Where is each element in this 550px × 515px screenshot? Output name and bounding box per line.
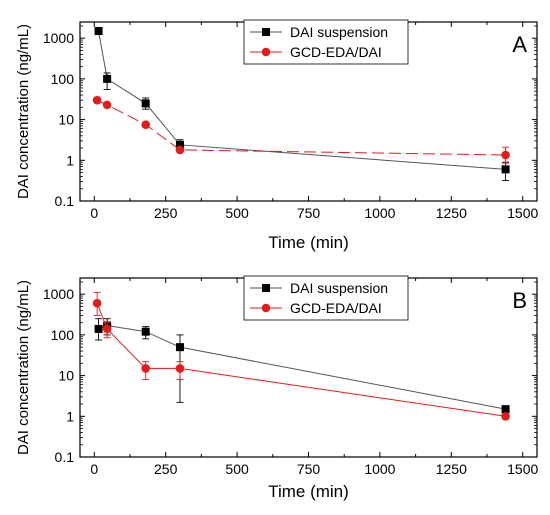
y-axis-title: DAI concentration (ng/mL)	[15, 24, 32, 199]
x-tick-label: 1250	[436, 205, 467, 221]
legend-box	[243, 275, 409, 321]
data-point	[102, 100, 112, 110]
data-point	[501, 411, 510, 421]
x-tick-label: 1250	[436, 461, 467, 477]
y-tick-label: 10	[58, 112, 74, 128]
panel-label: B	[512, 288, 527, 313]
y-tick-label: 1	[66, 408, 74, 424]
x-tick-label: 750	[297, 205, 321, 221]
data-point	[501, 165, 510, 174]
y-axis-title: DAI concentration (ng/mL)	[15, 280, 32, 455]
legend-marker	[262, 28, 270, 36]
data-point	[141, 120, 150, 129]
data-point	[141, 364, 150, 373]
data-point	[501, 405, 510, 414]
data-point	[501, 150, 510, 160]
x-tick-label: 1000	[364, 461, 395, 477]
data-point	[141, 99, 150, 108]
data-point	[102, 324, 112, 334]
legend-marker	[261, 47, 271, 57]
x-tick-label: 1000	[364, 205, 395, 221]
legend: DAI suspension GCD-EDA/DAI	[243, 19, 409, 65]
y-tick-label: 1000	[43, 30, 74, 46]
data-point	[175, 343, 184, 352]
panel-B: 0 250 500 750 1000 1250 1500 0.1 1 10 100 1000 Time …	[15, 275, 538, 501]
series-0	[94, 318, 510, 414]
data-point	[175, 140, 184, 149]
panel-label: A	[512, 32, 527, 57]
panel-A: 0 250 500 750 1000 1250 1500 0.1 1 10 100 1000 Time …	[15, 19, 538, 252]
x-tick-label: 0	[90, 461, 98, 477]
series-0	[94, 27, 510, 181]
y-tick-label: 0.1	[55, 193, 75, 209]
x-tick-label: 250	[154, 461, 178, 477]
y-tick-label: 1000	[43, 286, 74, 302]
legend-label: GCD-EDA/DAI	[290, 44, 382, 60]
x-tick-label: 1500	[507, 461, 538, 477]
data-point	[175, 364, 185, 373]
legend: DAI suspension GCD-EDA/DAI	[243, 275, 409, 321]
y-tick-label: 100	[51, 327, 75, 343]
y-tick-label: 100	[51, 71, 75, 87]
x-tick-label: 500	[225, 205, 249, 221]
data-point	[94, 27, 103, 36]
x-tick-label: 750	[297, 461, 321, 477]
legend-label: DAI suspension	[290, 280, 388, 296]
legend-marker	[262, 284, 270, 292]
x-tick-label: 1500	[507, 205, 538, 221]
data-point	[141, 327, 150, 336]
legend-label: DAI suspension	[290, 24, 388, 40]
legend-label: GCD-EDA/DAI	[290, 300, 382, 316]
y-tick-label: 10	[58, 368, 74, 384]
x-axis-title: Time (min)	[268, 482, 349, 501]
y-tick-label: 1	[66, 152, 74, 168]
legend-marker	[261, 303, 271, 313]
x-tick-label: 500	[225, 461, 249, 477]
data-point	[103, 74, 112, 83]
data-point	[92, 95, 102, 105]
series-1	[92, 95, 510, 164]
series-1	[92, 292, 510, 421]
y-tick-label: 0.1	[55, 449, 75, 465]
series-line	[98, 325, 506, 410]
data-point	[92, 298, 102, 308]
legend-box	[243, 19, 409, 65]
x-tick-label: 0	[90, 205, 98, 221]
series-line	[96, 99, 506, 156]
data-point	[94, 324, 103, 333]
x-tick-label: 250	[154, 205, 178, 221]
x-axis-title: Time (min)	[268, 233, 349, 252]
data-point	[175, 145, 185, 155]
